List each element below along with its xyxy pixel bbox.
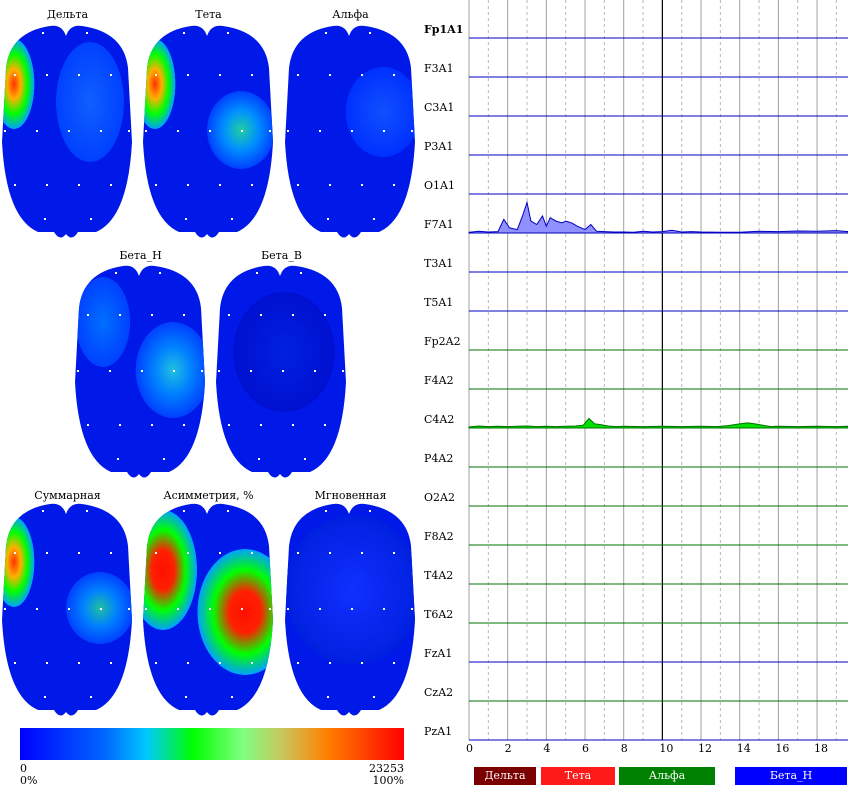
map-title-beta-high: Бета_В [261,249,302,262]
map-title-alpha: Альфа [332,8,369,21]
channel-label-t3a1[interactable]: T3A1 [424,257,453,270]
x-tick-label: 8 [621,742,628,755]
channel-label-o1a1[interactable]: O1A1 [424,179,455,192]
map-asymmetry [143,503,273,716]
channel-label-c3a1[interactable]: C3A1 [424,101,454,114]
x-tick-label: 2 [505,742,512,755]
map-title-beta-low: Бета_Н [119,249,162,262]
channel-label-t6a2[interactable]: T6A2 [424,608,453,621]
band-button-3[interactable]: Альфа [619,767,715,785]
channel-label-fp1a1[interactable]: Fp1A1 [424,23,463,36]
channel-label-p3a1[interactable]: P3A1 [424,140,453,153]
map-title-theta: Тета [195,8,222,21]
x-tick-label: 4 [543,742,550,755]
map-total [2,503,132,716]
x-tick-label: 16 [775,742,789,755]
color-scale-bar [20,728,404,760]
scale-min-value: 0 [20,762,27,775]
map-beta-high [216,265,346,478]
channel-label-p4a2[interactable]: P4A2 [424,452,453,465]
map-beta-low [75,265,205,478]
channel-label-pza1[interactable]: PzA1 [424,725,452,738]
band-button-1[interactable]: Дельта [474,767,536,785]
map-instant [285,503,415,716]
x-tick-label: 12 [698,742,712,755]
band-button-2[interactable]: Тета [541,767,615,785]
spectrum-f7a1 [468,200,848,234]
scale-max-percent: 100% [372,774,404,787]
channel-label-f3a1[interactable]: F3A1 [424,62,454,75]
channel-label-t4a2[interactable]: T4A2 [424,569,453,582]
map-theta [143,25,273,238]
map-alpha [285,25,415,238]
x-tick-label: 6 [582,742,589,755]
channel-label-fp2a2[interactable]: Fp2A2 [424,335,461,348]
channel-label-fza1[interactable]: FzA1 [424,647,452,660]
spectrum-c4a2 [468,417,848,429]
x-tick-label: 10 [659,742,673,755]
map-title-instant: Мгновенная [314,489,387,502]
channel-label-cza2[interactable]: CzA2 [424,686,453,699]
channel-label-t5a1[interactable]: T5A1 [424,296,453,309]
x-tick-label: 0 [466,742,473,755]
map-title-total: Суммарная [34,489,101,502]
channel-label-o2a2[interactable]: O2A2 [424,491,455,504]
channel-label-f7a1[interactable]: F7A1 [424,218,454,231]
scale-min-percent: 0% [20,774,38,787]
channel-label-c4a2[interactable]: C4A2 [424,413,454,426]
channel-label-f4a2[interactable]: F4A2 [424,374,454,387]
map-title-delta: Дельта [46,8,89,21]
x-tick-label: 14 [737,742,751,755]
channel-label-f8a2[interactable]: F8A2 [424,530,454,543]
map-delta [2,25,132,238]
x-tick-label: 18 [814,742,828,755]
map-title-asymmetry: Асимметрия, % [163,489,254,502]
scale-max-value: 23253 [369,762,404,775]
band-button-4[interactable]: Бета_Н [735,767,847,785]
